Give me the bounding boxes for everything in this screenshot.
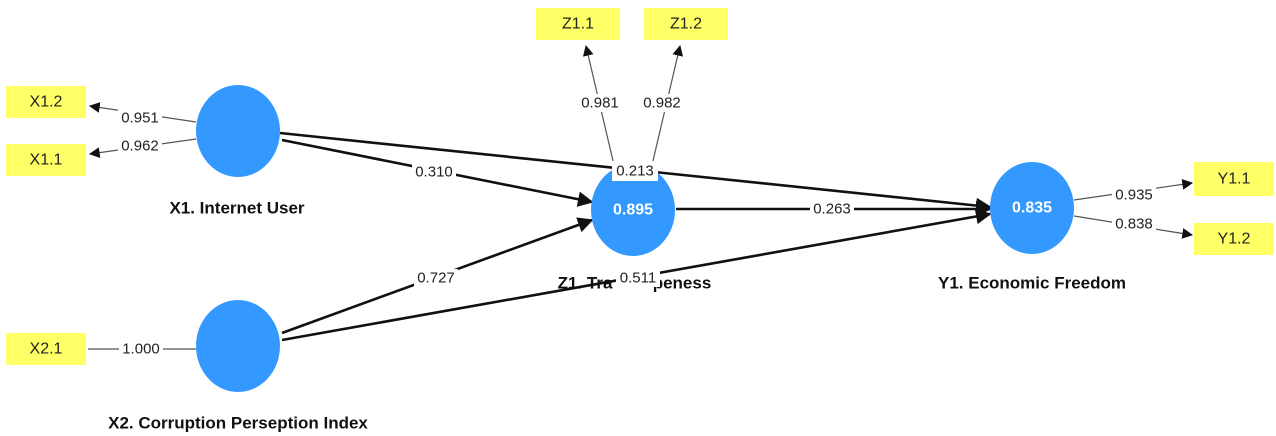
loading-coef-y1-1: 0.935: [1112, 186, 1156, 204]
coef-label: 0.962: [121, 138, 159, 155]
path-coef-x2-y1: 0.511: [616, 269, 660, 287]
construct-z1[interactable]: 0.895: [591, 164, 675, 256]
indicator-label: X1.2: [30, 94, 63, 111]
loading-coef-x1-1: 0.962: [118, 137, 162, 155]
construct-label-z1-head: Z1. Tra: [558, 274, 613, 293]
loading-coef-x2-1: 1.000: [119, 340, 163, 358]
indicator-z1-1[interactable]: Z1.1: [536, 8, 620, 40]
indicator-label: X2.1: [30, 341, 63, 358]
construct-y1[interactable]: 0.835: [990, 162, 1074, 254]
loading-coef-x1-2: 0.951: [118, 109, 162, 127]
indicator-x2-1[interactable]: X2.1: [6, 333, 86, 365]
loading-coef-z1-2: 0.982: [640, 94, 684, 112]
construct-r2-value: 0.835: [1012, 200, 1052, 217]
coef-label: 0.935: [1115, 187, 1153, 204]
path-coef-x1-z1: 0.310: [412, 163, 456, 181]
path-coef-z1-y1: 0.263: [810, 200, 854, 218]
coef-label: 1.000: [122, 341, 160, 358]
indicator-label: Z1.1: [562, 16, 594, 33]
coef-label: 0.511: [620, 270, 656, 287]
coef-label: 0.981: [581, 95, 619, 112]
construct-label-x1: X1. Internet User: [169, 199, 304, 218]
indicator-label: Y1.1: [1218, 171, 1251, 188]
loading-coef-z1-1: 0.981: [578, 94, 622, 112]
construct-label-y1: Y1. Economic Freedom: [938, 274, 1126, 293]
indicator-y1-1[interactable]: Y1.1: [1194, 162, 1274, 196]
coef-label: 0.213: [616, 163, 654, 180]
coef-label: 0.951: [121, 110, 159, 127]
indicator-z1-2[interactable]: Z1.2: [644, 8, 728, 40]
indicator-y1-2[interactable]: Y1.2: [1194, 223, 1274, 255]
coef-label: 0.982: [643, 95, 681, 112]
construct-x1[interactable]: [196, 85, 280, 177]
indicator-label: X1.1: [30, 152, 63, 169]
construct-label-x2: X2. Corruption Perseption Index: [108, 414, 368, 433]
construct-label-z1-tail: peness: [653, 274, 712, 293]
indicator-x1-2[interactable]: X1.2: [6, 86, 86, 118]
coef-label: 0.263: [813, 201, 851, 218]
coef-label: 0.838: [1115, 216, 1153, 233]
indicator-label: Y1.2: [1218, 231, 1251, 248]
construct-x2[interactable]: [196, 300, 280, 392]
path-coef-x2-z1: 0.727: [414, 269, 458, 287]
construct-r2-value: 0.895: [613, 202, 653, 219]
coef-label: 0.310: [415, 164, 453, 181]
coef-label: 0.727: [417, 270, 455, 287]
indicator-x1-1[interactable]: X1.1: [6, 144, 86, 176]
indicator-label: Z1.2: [670, 16, 702, 33]
loading-coef-y1-2: 0.838: [1112, 215, 1156, 233]
path-coef-x1-y1: 0.213: [612, 161, 658, 181]
